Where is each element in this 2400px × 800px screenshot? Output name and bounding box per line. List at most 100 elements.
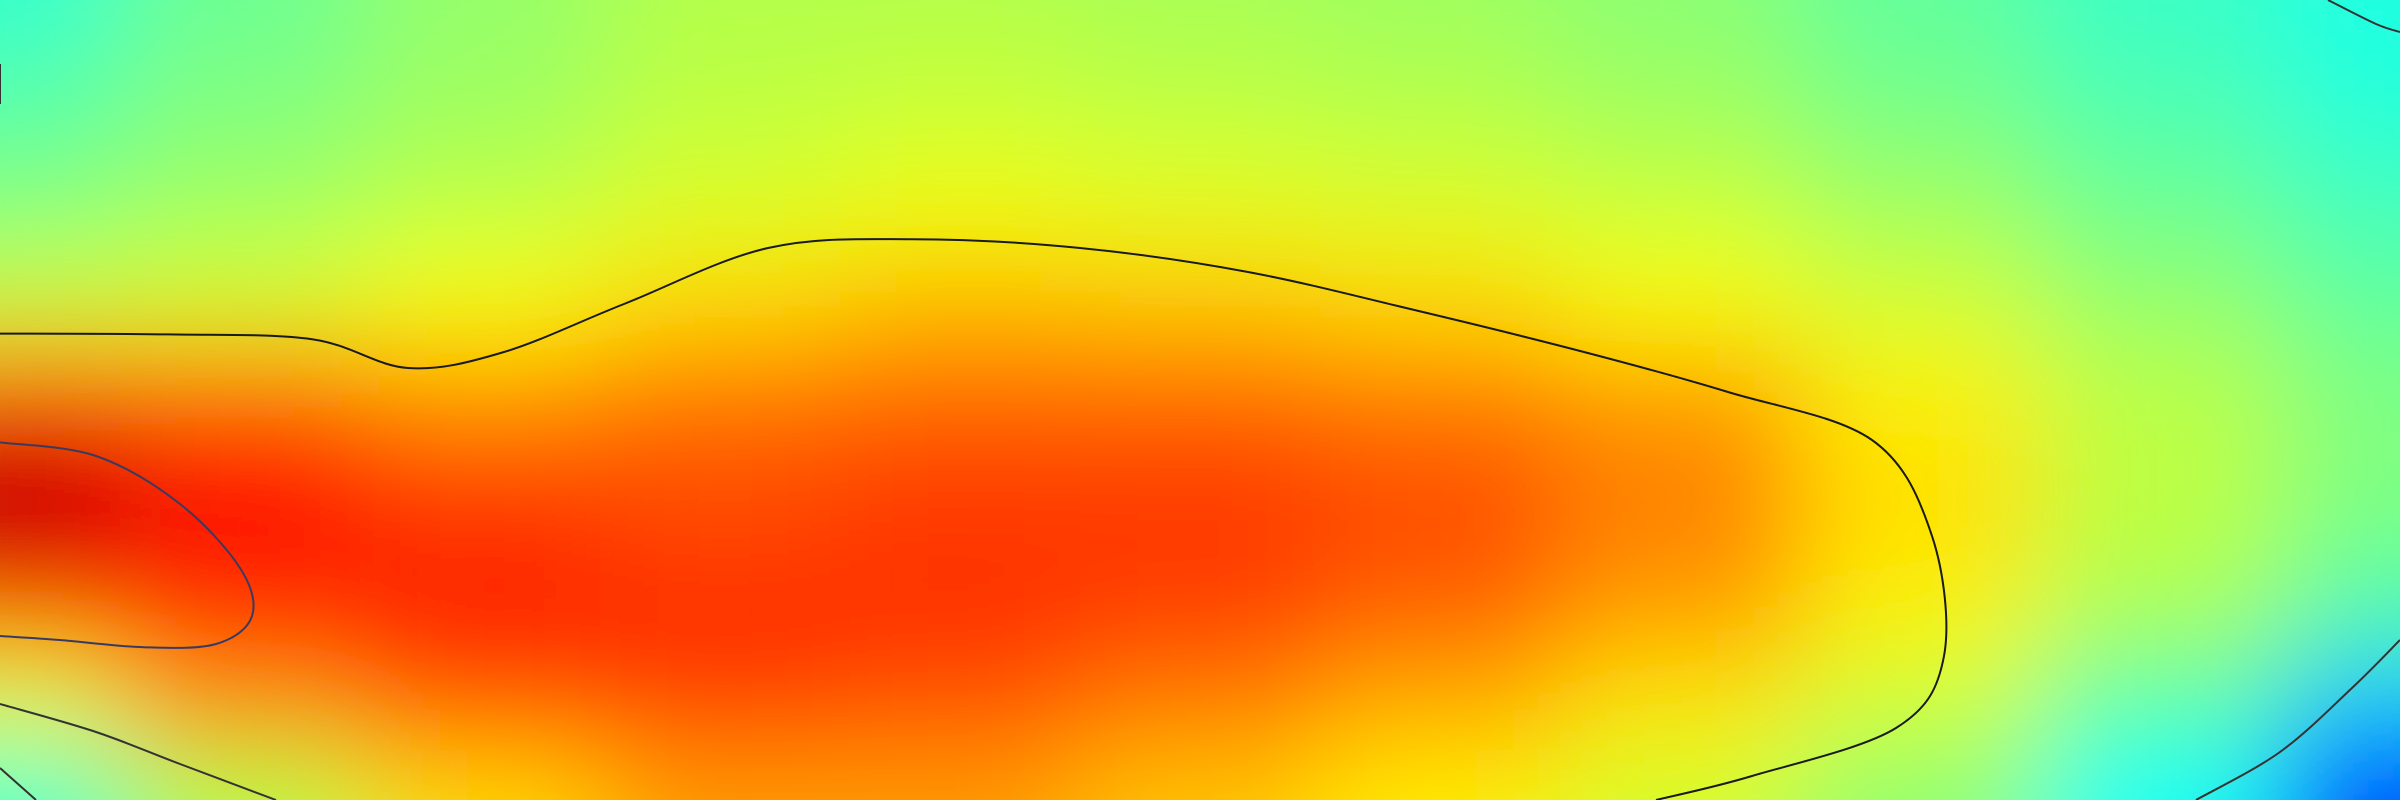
heatmap-cell xyxy=(1320,350,1561,451)
heatmap-cell xyxy=(1320,150,1561,251)
heatmap-cell xyxy=(360,450,601,551)
heatmap-cell xyxy=(1320,750,1561,800)
heatmap-cell xyxy=(1320,650,1561,751)
heatmap-cell xyxy=(600,550,841,651)
heatmap-cell xyxy=(1320,0,1561,51)
heatmap-cell xyxy=(1080,350,1321,451)
heatmap-cell xyxy=(1800,0,2041,51)
heatmap-cell xyxy=(120,0,361,51)
heatmap-cell xyxy=(120,550,361,651)
heatmap-cell xyxy=(360,250,601,351)
heatmap-cell xyxy=(2280,50,2400,151)
heatmap-cell xyxy=(2040,550,2281,651)
heatmap-cell xyxy=(600,650,841,751)
heatmap-cell xyxy=(0,750,121,800)
heatmap-cell xyxy=(840,750,1081,800)
heatmap-cell xyxy=(1080,750,1321,800)
heatmap-cell xyxy=(120,650,361,751)
heatmap-cell xyxy=(1800,150,2041,251)
heatmap-cell xyxy=(1080,150,1321,251)
heatmap-cell xyxy=(1320,550,1561,651)
heatmap-cell xyxy=(0,450,121,551)
heatmap-cell xyxy=(600,0,841,51)
heatmap-cell xyxy=(1560,550,1801,651)
heatmap-cell xyxy=(120,150,361,251)
heatmap-cell xyxy=(120,750,361,800)
heatmap-cell xyxy=(1800,250,2041,351)
heatmap-cell xyxy=(1080,550,1321,651)
heatmap-cell xyxy=(1080,250,1321,351)
heatmap-cell xyxy=(1320,250,1561,351)
heatmap-cell xyxy=(1800,650,2041,751)
contour-line xyxy=(0,238,1948,800)
heatmap-cell xyxy=(120,350,361,451)
heatmap-cell xyxy=(840,50,1081,151)
heatmap-cell xyxy=(2280,750,2400,800)
heatmap-cell xyxy=(360,650,601,751)
heatmap-cell xyxy=(360,750,601,800)
heatmap-cell xyxy=(1560,650,1801,751)
heatmap-cell xyxy=(2040,750,2281,800)
heatmap-cell xyxy=(2280,150,2400,251)
heatmap-cell xyxy=(1800,750,2041,800)
heatmap-cell xyxy=(1080,0,1321,51)
heatmap-cell xyxy=(0,50,121,151)
heatmap-cell xyxy=(2040,250,2281,351)
heatmap-cell xyxy=(1320,50,1561,151)
heatmap-cell xyxy=(840,0,1081,51)
heatmap-cell xyxy=(1080,650,1321,751)
heatmap-cell xyxy=(1560,750,1801,800)
heatmap-cell xyxy=(840,150,1081,251)
heatmap-cell xyxy=(600,50,841,151)
heatmap-cell xyxy=(1800,50,2041,151)
heatmap-cell xyxy=(0,150,121,251)
heatmap-cell xyxy=(1560,450,1801,551)
heatmap-cell xyxy=(360,150,601,251)
heatmap-cell xyxy=(2040,50,2281,151)
heatmap-cell xyxy=(120,50,361,151)
heatmap-cell xyxy=(1560,350,1801,451)
heatmap-cell xyxy=(1800,350,2041,451)
heatmap-cell xyxy=(360,550,601,651)
heatmap-cell xyxy=(0,550,121,651)
heatmap-cell xyxy=(1320,450,1561,551)
heatmap-cell xyxy=(360,350,601,451)
heatmap-cell xyxy=(840,350,1081,451)
heatmap-cell xyxy=(840,550,1081,651)
heatmap-cell xyxy=(1560,50,1801,151)
heatmap-cell xyxy=(600,450,841,551)
heatmap-cell xyxy=(0,650,121,751)
contour-line xyxy=(0,441,255,649)
heatmap-cell xyxy=(600,350,841,451)
heatmap-cell xyxy=(600,150,841,251)
heatmap-cell xyxy=(2280,350,2400,451)
heatmap-cell xyxy=(120,450,361,551)
contour-line xyxy=(0,767,37,800)
heatmap-cell xyxy=(0,250,121,351)
heatmap-cell xyxy=(2040,650,2281,751)
heatmap-cell xyxy=(840,650,1081,751)
heatmap-cell xyxy=(840,450,1081,551)
contour-line xyxy=(0,703,277,800)
heatmap-cell xyxy=(2040,0,2281,51)
heatmap-cell xyxy=(1080,50,1321,151)
heatmap-cell xyxy=(2040,150,2281,251)
heatmap-cell xyxy=(600,250,841,351)
heatmap-cell xyxy=(0,350,121,451)
heatmap-cell xyxy=(600,750,841,800)
heatmap-cell xyxy=(840,250,1081,351)
heatmap-cell xyxy=(360,0,601,51)
contour-line xyxy=(2195,639,2400,800)
heatmap-cell xyxy=(360,50,601,151)
heatmap-cell xyxy=(1560,0,1801,51)
heatmap-cell xyxy=(2280,450,2400,551)
heatmap-cell xyxy=(0,0,121,51)
heatmap-cell xyxy=(1560,250,1801,351)
heatmap-cell xyxy=(1560,150,1801,251)
contour-line xyxy=(2327,0,2400,33)
